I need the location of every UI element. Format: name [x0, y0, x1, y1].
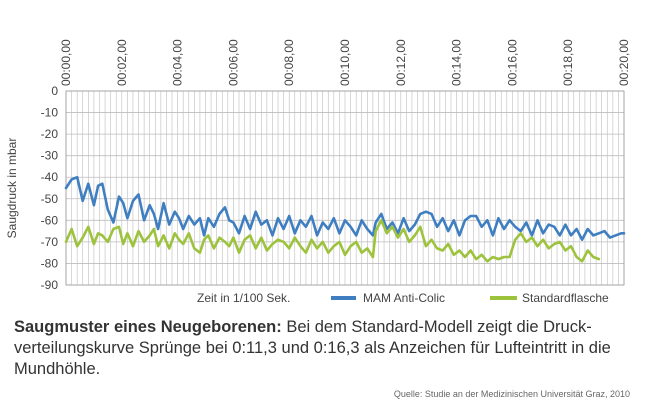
- y-tick-label: -40: [41, 170, 59, 184]
- x-tick-label: 00:14,00: [450, 39, 464, 86]
- y-tick-label: -60: [41, 213, 59, 227]
- y-tick-label: -80: [41, 256, 59, 270]
- y-tick-label: -30: [41, 149, 59, 163]
- series-lines: [64, 175, 626, 263]
- y-axis-label: Saugdruck in mbar: [5, 138, 19, 239]
- y-tick-label: -70: [41, 235, 59, 249]
- x-unit-label: Zeit in 1/100 Sek.: [197, 291, 290, 305]
- chart-grid: [65, 90, 625, 286]
- caption-title: Saugmuster eines Neugeborenen:: [14, 318, 282, 336]
- y-tick-label: -90: [41, 278, 59, 292]
- caption: Saugmuster eines Neugeborenen: Bei dem S…: [14, 317, 636, 380]
- legend: Zeit in 1/100 Sek. MAM Anti-Colic Standa…: [197, 291, 609, 305]
- x-tick-label: 00:02,00: [115, 39, 129, 86]
- x-tick-label: 00:20,00: [617, 39, 631, 86]
- series-line-standardflasche: [64, 219, 601, 263]
- caption-text: Bei dem Standard-Modell zeigt die Druck-…: [14, 318, 611, 378]
- x-tick-label: 00:04,00: [171, 39, 185, 86]
- x-tick-label: 00:16,00: [505, 39, 519, 86]
- y-axis-ticks: 0 -10 -20 -30 -40 -50 -60 -70 -80 -90: [41, 84, 59, 292]
- x-tick-label: 00:08,00: [282, 39, 296, 86]
- x-axis-ticks: 00:00,00 00:02,00 00:04,00 00:06,00 00:08,00…: [59, 39, 631, 86]
- y-tick-label: 0: [51, 84, 58, 98]
- legend-label-standard: Standardflasche: [522, 291, 609, 305]
- y-tick-label: -10: [41, 106, 59, 120]
- series-line-mam-anti-colic: [64, 175, 626, 241]
- legend-label-mam: MAM Anti-Colic: [363, 291, 445, 305]
- chart: 0-10-20-30-40-50-60-70-80-90 00:00,00 00:…: [5, 39, 631, 305]
- y-tick-label: -50: [41, 192, 59, 206]
- x-tick-label: 00:18,00: [561, 39, 575, 86]
- y-tick-label: -20: [41, 127, 59, 141]
- x-tick-label: 00:10,00: [338, 39, 352, 86]
- source-note: Quelle: Studie an der Medizinischen Univ…: [393, 389, 630, 399]
- x-tick-label: 00:12,00: [394, 39, 408, 86]
- x-tick-label: 00:06,00: [226, 39, 240, 86]
- x-tick-label: 00:00,00: [59, 39, 73, 86]
